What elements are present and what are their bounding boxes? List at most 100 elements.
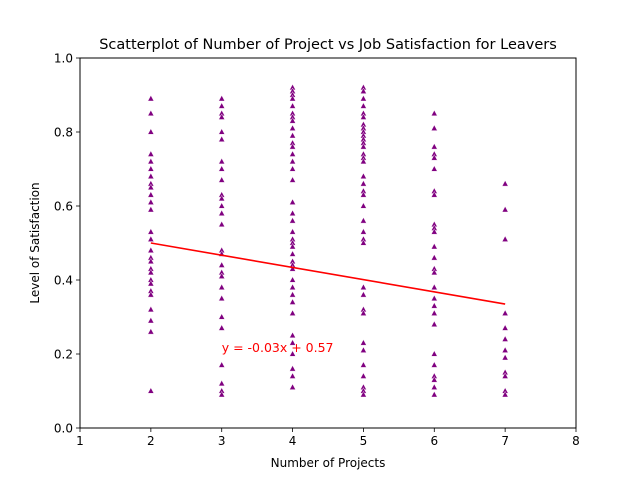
data-point — [289, 276, 296, 283]
data-point — [430, 124, 438, 131]
data-point — [147, 228, 155, 235]
data-point — [430, 376, 438, 383]
data-point — [147, 183, 155, 191]
data-point — [360, 191, 367, 198]
data-point — [289, 198, 296, 205]
data-point — [218, 272, 226, 279]
data-point — [289, 124, 296, 131]
data-point — [147, 387, 155, 394]
data-point — [501, 372, 509, 379]
data-point — [430, 154, 438, 161]
data-point — [289, 228, 296, 235]
data-point — [501, 390, 509, 398]
data-point — [430, 268, 438, 276]
data-point — [218, 379, 226, 387]
data-point — [501, 353, 509, 361]
data-point — [289, 150, 296, 157]
data-point — [218, 165, 226, 172]
data-point — [218, 361, 226, 368]
data-point — [430, 165, 438, 172]
chart-title: Scatterplot of Number of Project vs Job … — [99, 37, 557, 53]
data-point — [430, 254, 438, 261]
data-point — [147, 316, 155, 324]
data-point — [289, 242, 296, 250]
data-point — [147, 191, 155, 198]
data-point — [218, 209, 226, 216]
data-point — [430, 228, 438, 235]
data-point — [430, 143, 438, 150]
data-point — [360, 228, 367, 235]
data-point — [289, 157, 296, 165]
data-point — [289, 298, 296, 305]
data-point — [430, 191, 438, 198]
points-layer — [147, 83, 509, 398]
data-point — [218, 157, 226, 165]
data-point — [147, 165, 155, 172]
x-axis-label: Number of Projects — [271, 456, 386, 470]
y-tick-label: 1.0 — [54, 52, 73, 66]
data-point — [360, 283, 367, 290]
trendline-equation: y = -0.03x + 0.57 — [222, 340, 334, 355]
data-point — [360, 372, 367, 379]
data-point — [360, 143, 367, 150]
data-point — [147, 291, 155, 298]
data-point — [289, 291, 296, 298]
data-point — [147, 328, 155, 335]
data-point — [147, 246, 155, 253]
data-point — [218, 135, 226, 142]
y-tick-label: 0.8 — [54, 126, 73, 140]
data-point — [289, 102, 296, 109]
data-point — [147, 172, 155, 179]
data-point — [501, 205, 509, 213]
data-point — [501, 324, 509, 331]
data-point — [289, 117, 296, 124]
data-point — [218, 113, 226, 120]
data-point — [430, 283, 438, 290]
y-axis-ticks: 0.0 0.2 0.4 0.6 0.8 1.0 — [54, 52, 80, 436]
data-point — [360, 239, 367, 246]
data-point — [289, 283, 296, 290]
data-point — [147, 109, 155, 117]
data-point — [360, 113, 367, 120]
data-point — [360, 180, 367, 187]
data-point — [430, 383, 438, 390]
data-point — [430, 242, 438, 250]
data-point — [218, 324, 226, 331]
data-point — [218, 313, 226, 320]
data-point — [501, 309, 509, 316]
y-tick-label: 0.0 — [54, 422, 73, 436]
data-point — [289, 350, 296, 357]
data-point — [147, 235, 155, 242]
data-point — [147, 305, 155, 313]
data-point — [147, 268, 155, 276]
data-point — [360, 202, 367, 209]
data-point — [289, 339, 296, 346]
data-point — [289, 176, 296, 183]
data-point — [360, 309, 367, 316]
data-point — [501, 346, 509, 353]
data-point — [218, 94, 226, 102]
data-point — [360, 217, 367, 224]
data-point — [430, 294, 438, 301]
x-tick-label: 2 — [147, 434, 155, 448]
data-point — [430, 350, 438, 357]
data-point — [360, 339, 367, 346]
data-point — [147, 198, 155, 205]
y-tick-label: 0.6 — [54, 200, 73, 214]
data-point — [218, 261, 226, 268]
data-point — [501, 335, 509, 342]
data-point — [360, 361, 367, 368]
data-point — [289, 217, 296, 224]
data-point — [218, 202, 226, 209]
data-point — [360, 94, 367, 102]
data-point — [289, 309, 296, 316]
data-point — [218, 220, 226, 228]
x-tick-label: 1 — [76, 434, 84, 448]
plot-area-frame — [79, 57, 577, 429]
x-tick-label: 6 — [430, 434, 438, 448]
x-tick-label: 5 — [360, 434, 368, 448]
data-point — [147, 157, 155, 165]
x-tick-label: 8 — [572, 434, 580, 448]
trendline — [150, 242, 506, 305]
